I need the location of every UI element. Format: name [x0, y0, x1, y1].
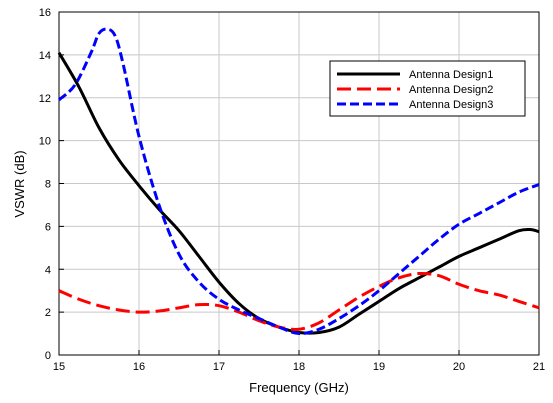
- series-line-2: [58, 271, 540, 331]
- y-tick-label: 12: [39, 93, 51, 105]
- y-tick-label: 10: [39, 136, 51, 148]
- x-ticks: 15 16 17 18 19 20 21: [53, 350, 545, 373]
- series-lines: [57, 27, 540, 336]
- x-tick-label: 21: [533, 361, 545, 373]
- x-tick-label: 19: [373, 361, 385, 373]
- legend-label-2: Antenna Design2: [409, 84, 493, 96]
- y-tick-label: 4: [45, 264, 51, 276]
- y-tick-label: 0: [45, 350, 51, 362]
- x-tick-label: 17: [213, 361, 225, 373]
- legend: Antenna Design1 Antenna Design2 Antenna De…: [329, 60, 526, 117]
- legend-items: Antenna Design1 Antenna Design2 Antenna De…: [337, 69, 493, 111]
- y-tick-label: 6: [45, 221, 51, 233]
- y-tick-label: 2: [45, 307, 51, 319]
- legend-label-1: Antenna Design1: [409, 69, 493, 81]
- x-tick-label: 20: [453, 361, 465, 373]
- y-tick-label: 14: [39, 50, 51, 62]
- x-tick-label: 15: [53, 361, 65, 373]
- y-tick-label: 8: [45, 179, 51, 191]
- y-axis-title: VSWR (dB): [12, 150, 27, 217]
- x-tick-label: 18: [293, 361, 305, 373]
- series-line-3: [57, 27, 540, 336]
- x-axis-title: Frequency (GHz): [249, 380, 349, 395]
- y-tick-label: 16: [39, 7, 51, 19]
- y-ticks: 0 2 4 6 8 10 12 14 16: [39, 7, 64, 362]
- legend-label-3: Antenna Design3: [409, 99, 493, 111]
- x-tick-label: 16: [133, 361, 145, 373]
